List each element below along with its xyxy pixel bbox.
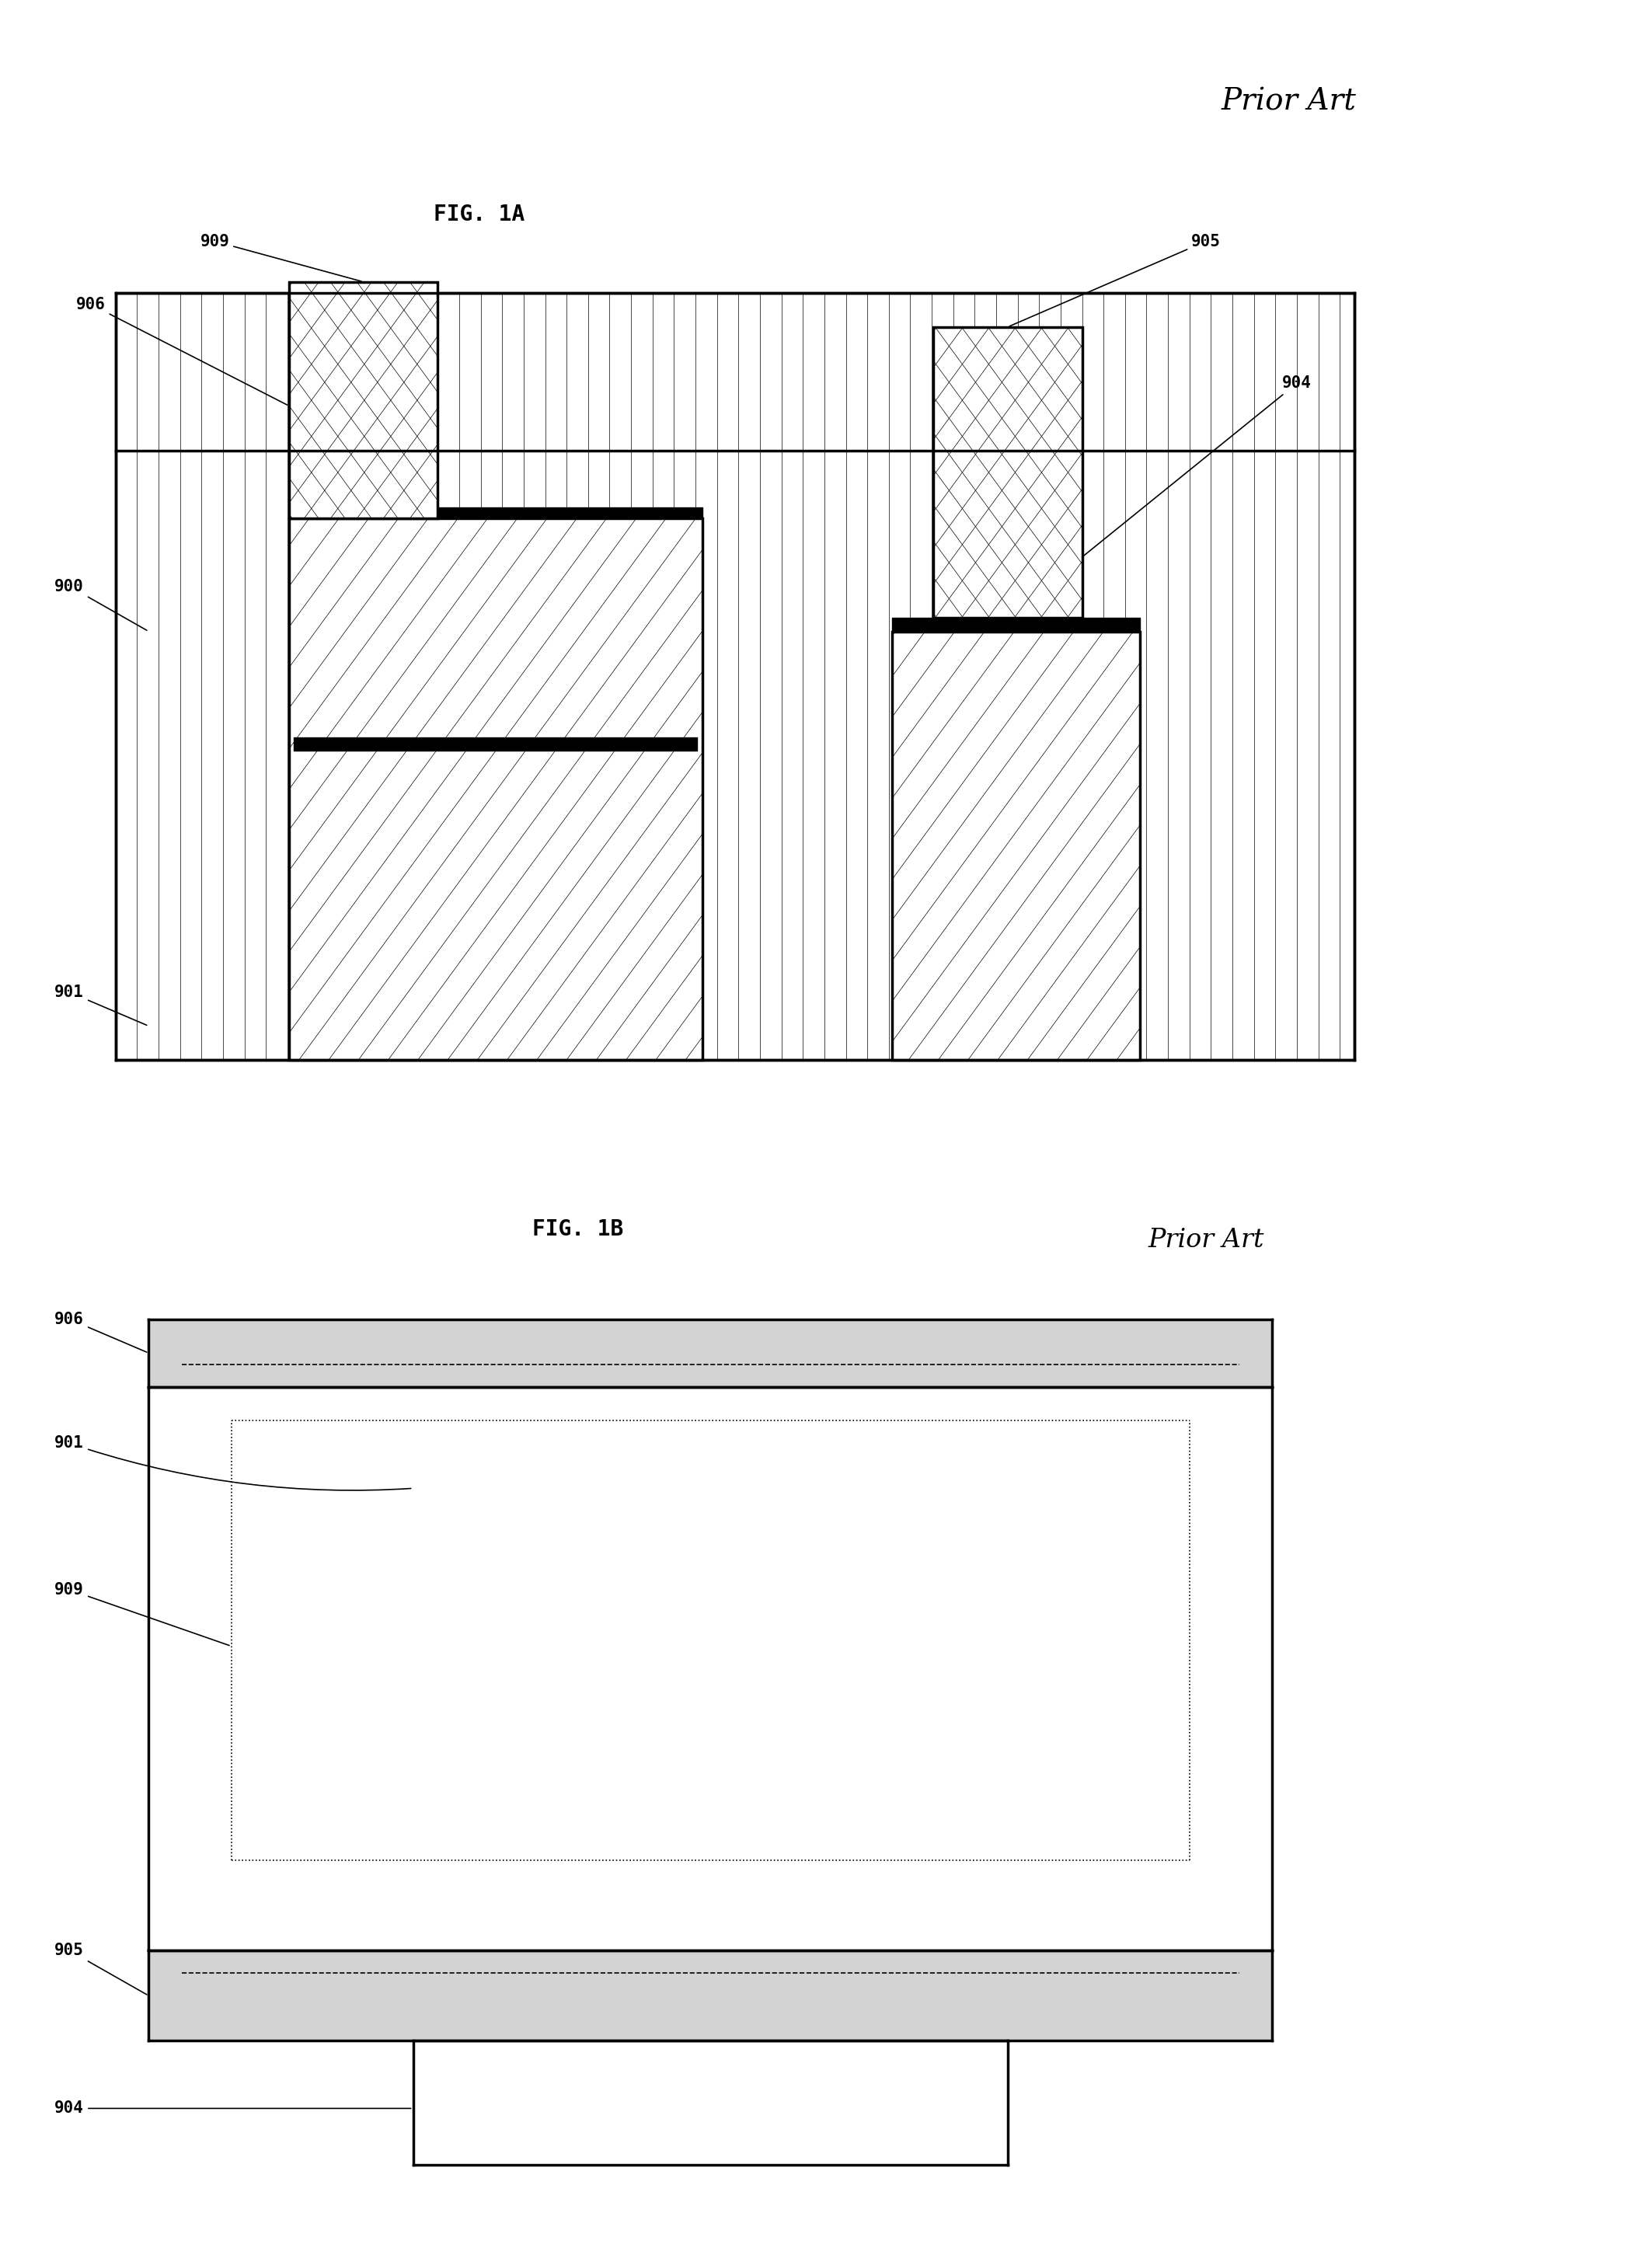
Text: 905: 905 bbox=[1009, 235, 1221, 327]
Text: 904: 904 bbox=[55, 2102, 411, 2115]
Text: 909: 909 bbox=[200, 235, 362, 282]
Text: 906: 906 bbox=[76, 298, 287, 406]
Text: Prior Art: Prior Art bbox=[1148, 1227, 1264, 1254]
Text: 900: 900 bbox=[55, 580, 147, 631]
Text: 904: 904 bbox=[1075, 377, 1312, 561]
Text: 905: 905 bbox=[55, 1944, 147, 1996]
Text: FIG. 1B: FIG. 1B bbox=[532, 1218, 624, 1240]
Text: 901: 901 bbox=[55, 1436, 411, 1491]
Polygon shape bbox=[289, 282, 438, 519]
Text: Prior Art: Prior Art bbox=[1221, 88, 1356, 115]
Polygon shape bbox=[933, 327, 1082, 618]
Text: 901: 901 bbox=[55, 985, 147, 1026]
Text: 909: 909 bbox=[55, 1583, 230, 1646]
Polygon shape bbox=[892, 631, 1140, 1060]
Polygon shape bbox=[116, 293, 1355, 1060]
Text: 906: 906 bbox=[55, 1312, 147, 1353]
Text: FIG. 1A: FIG. 1A bbox=[433, 203, 525, 226]
Polygon shape bbox=[289, 519, 702, 1060]
